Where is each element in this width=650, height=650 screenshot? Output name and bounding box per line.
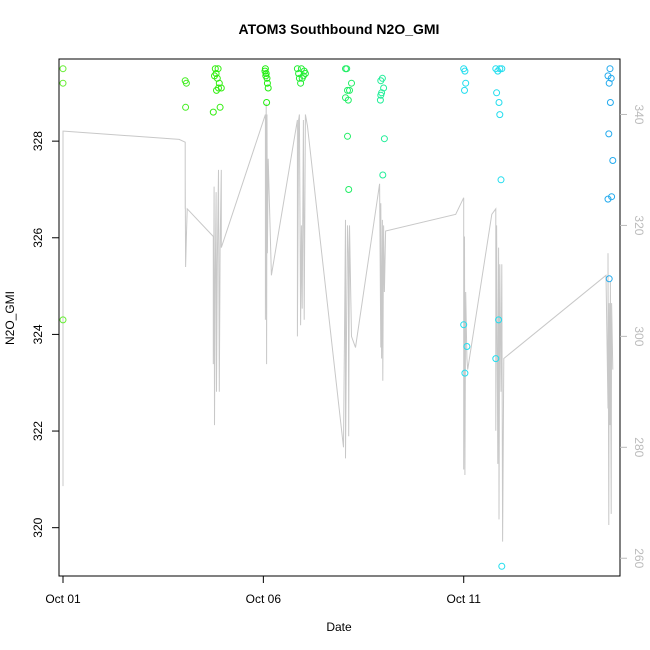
data-point [460, 321, 468, 329]
data-point [497, 176, 505, 184]
left-axis: 320 322 324 326 328 [31, 131, 59, 538]
data-point [263, 79, 271, 87]
data-point [492, 355, 500, 363]
data-point [498, 562, 506, 570]
points-layer [59, 65, 617, 570]
data-point [211, 65, 219, 73]
y-axis-label: N2O_GMI [3, 291, 17, 345]
data-point [59, 316, 67, 324]
data-point [604, 195, 612, 203]
data-point [297, 79, 305, 87]
data-point [377, 91, 385, 99]
data-point [605, 130, 613, 138]
data-point [493, 89, 501, 97]
data-point [609, 157, 617, 164]
data-point [496, 111, 504, 119]
data-point [348, 79, 355, 87]
data-point [496, 65, 504, 73]
right-axis: 260 280 300 320 340 [620, 104, 646, 569]
x-tick-label: Oct 01 [45, 592, 81, 606]
data-point [211, 72, 218, 80]
series-line [62, 103, 614, 542]
data-point [263, 99, 271, 106]
data-point [344, 96, 352, 104]
line-series-layer [62, 103, 614, 542]
data-point [262, 72, 270, 80]
data-point [606, 99, 614, 106]
y-tick-label: 326 [31, 227, 45, 247]
data-point [59, 79, 67, 87]
data-point [261, 67, 269, 75]
data-point [606, 65, 614, 73]
data-point [378, 74, 386, 82]
data-point [261, 65, 269, 73]
data-point [216, 103, 224, 111]
data-point [343, 65, 351, 73]
right-y-tick-label: 280 [632, 437, 646, 457]
data-point [182, 103, 190, 111]
data-point [463, 343, 471, 350]
data-point [214, 65, 222, 73]
data-point [607, 74, 615, 82]
data-point [380, 84, 388, 92]
x-axis-label: Date [326, 620, 352, 634]
data-point [345, 186, 353, 193]
x-tick-label: Oct 11 [446, 592, 481, 606]
right-y-tick-label: 320 [632, 215, 646, 235]
data-point [209, 108, 217, 116]
data-point [495, 99, 503, 106]
data-point [301, 70, 309, 77]
x-axis: Oct 01 Oct 06 Oct 11 [45, 576, 481, 606]
data-point [380, 135, 388, 143]
data-point [461, 67, 469, 75]
right-y-tick-label: 300 [632, 326, 646, 346]
chart-title: ATOM3 Southbound N2O_GMI [239, 21, 440, 37]
data-point [379, 171, 387, 179]
data-point [264, 84, 272, 92]
y-tick-label: 328 [31, 131, 45, 151]
data-point [461, 369, 469, 377]
data-point [608, 193, 616, 201]
data-point [605, 275, 613, 283]
plot-frame [58, 58, 621, 577]
right-y-tick-label: 260 [632, 548, 646, 568]
y-tick-label: 322 [31, 421, 45, 441]
right-y-tick-label: 340 [632, 104, 646, 124]
data-point [217, 84, 225, 92]
x-tick-label: Oct 06 [246, 592, 282, 606]
data-point [462, 79, 470, 87]
data-point [344, 86, 351, 94]
data-point [59, 65, 67, 73]
data-point [346, 86, 353, 94]
data-point [461, 86, 468, 94]
data-point [498, 65, 506, 73]
data-point [298, 74, 306, 82]
y-tick-label: 320 [31, 517, 45, 537]
data-point [344, 132, 351, 140]
data-point [182, 79, 190, 87]
data-point [376, 96, 384, 104]
data-point [495, 316, 503, 324]
data-point [293, 65, 301, 73]
y-tick-label: 324 [31, 324, 45, 344]
